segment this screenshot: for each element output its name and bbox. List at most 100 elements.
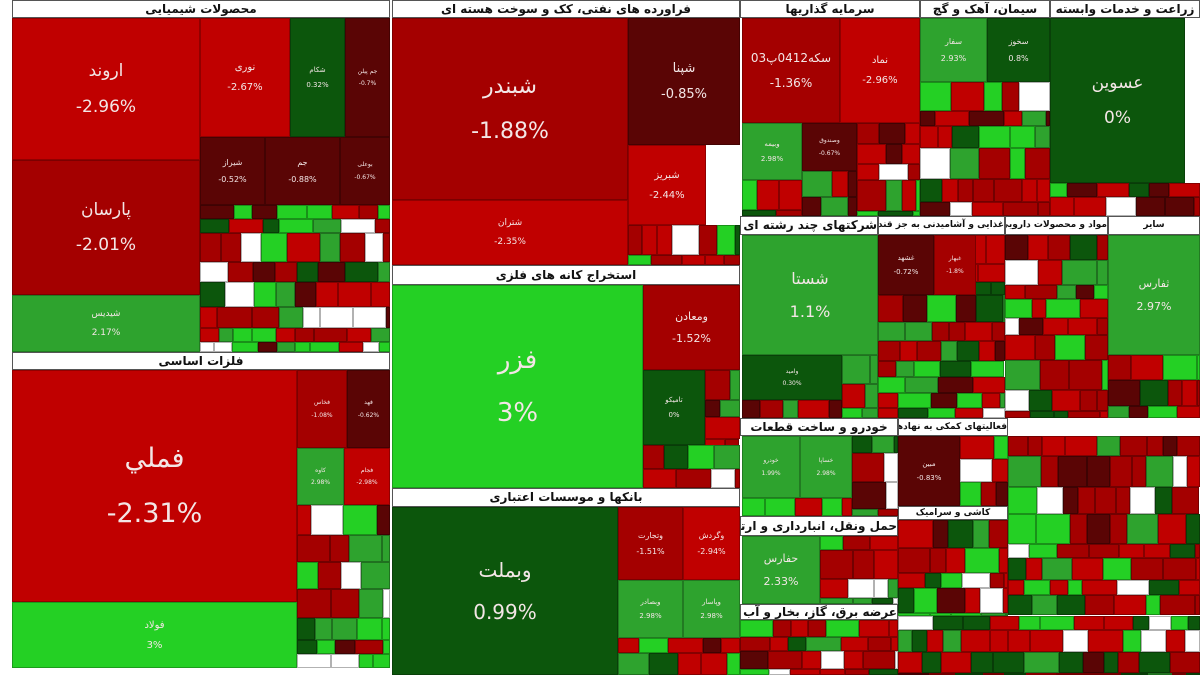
stock-tile-small[interactable] bbox=[826, 620, 859, 637]
stock-tile-small[interactable] bbox=[925, 573, 941, 588]
stock-tile-small[interactable] bbox=[848, 171, 857, 197]
stock-tile-small[interactable] bbox=[320, 307, 353, 328]
stock-tile-small[interactable] bbox=[937, 588, 965, 613]
stock-tile-small[interactable] bbox=[252, 328, 276, 342]
stock-tile-small[interactable] bbox=[1050, 580, 1068, 595]
stock-tile-small[interactable] bbox=[331, 589, 359, 618]
stock-tile-small[interactable] bbox=[1131, 558, 1163, 580]
stock-tile-small[interactable] bbox=[1085, 595, 1114, 615]
stock-tile-small[interactable] bbox=[361, 562, 390, 589]
stock-tile[interactable]: شستا 1.1% bbox=[742, 235, 878, 355]
stock-tile-small[interactable] bbox=[1029, 390, 1052, 411]
stock-tile-small[interactable] bbox=[902, 180, 916, 211]
stock-tile-small[interactable] bbox=[920, 82, 951, 111]
stock-tile-small[interactable] bbox=[848, 197, 857, 216]
stock-tile-small[interactable] bbox=[1173, 456, 1187, 487]
stock-tile-small[interactable] bbox=[277, 342, 295, 352]
stock-tile-small[interactable] bbox=[1008, 630, 1030, 652]
stock-tile-small[interactable] bbox=[1008, 487, 1037, 514]
stock-tile-small[interactable] bbox=[1074, 616, 1104, 630]
stock-tile-small[interactable] bbox=[770, 637, 788, 651]
stock-tile-small[interactable] bbox=[878, 361, 896, 377]
stock-tile-small[interactable] bbox=[383, 640, 390, 654]
stock-tile-small[interactable] bbox=[705, 400, 720, 417]
stock-tile[interactable]: وامید 0.30% bbox=[742, 355, 842, 400]
stock-tile-small[interactable] bbox=[920, 148, 950, 179]
stock-tile-small[interactable] bbox=[1042, 436, 1065, 456]
stock-tile[interactable]: وتجارت -1.51% bbox=[618, 507, 683, 580]
stock-tile-small[interactable] bbox=[996, 482, 1008, 506]
stock-tile-small[interactable] bbox=[307, 205, 332, 219]
stock-tile-small[interactable] bbox=[768, 651, 802, 669]
stock-tile-small[interactable] bbox=[1030, 411, 1054, 418]
stock-tile-small[interactable] bbox=[1046, 299, 1080, 318]
stock-tile-small[interactable] bbox=[1019, 616, 1040, 630]
stock-tile[interactable]: مبین -0.83% bbox=[898, 436, 960, 506]
stock-tile-small[interactable] bbox=[1121, 673, 1148, 675]
stock-tile-small[interactable] bbox=[1028, 235, 1048, 260]
stock-tile-small[interactable] bbox=[952, 126, 979, 148]
stock-tile-small[interactable] bbox=[982, 393, 1000, 408]
stock-tile-small[interactable] bbox=[1097, 235, 1108, 260]
stock-tile-small[interactable] bbox=[857, 211, 878, 216]
stock-tile-small[interactable] bbox=[1120, 436, 1147, 456]
stock-tile-small[interactable] bbox=[973, 179, 994, 202]
stock-tile-small[interactable] bbox=[740, 620, 773, 637]
stock-tile-small[interactable] bbox=[933, 616, 963, 630]
stock-tile-small[interactable] bbox=[1004, 111, 1022, 126]
stock-tile-small[interactable] bbox=[957, 341, 979, 361]
stock-tile-small[interactable] bbox=[853, 598, 872, 604]
stock-tile[interactable]: فولاد 3% bbox=[12, 602, 297, 668]
stock-tile-small[interactable] bbox=[639, 638, 668, 653]
stock-tile-small[interactable] bbox=[1158, 514, 1186, 544]
stock-tile[interactable]: خودرو 1.99% bbox=[742, 436, 800, 498]
stock-tile-small[interactable] bbox=[779, 180, 802, 210]
stock-tile-small[interactable] bbox=[1123, 630, 1141, 652]
stock-tile[interactable]: سفار 2.93% bbox=[920, 18, 987, 82]
stock-tile[interactable]: فجام -2.98% bbox=[344, 448, 390, 505]
stock-tile-small[interactable] bbox=[1063, 630, 1088, 652]
stock-tile-small[interactable] bbox=[217, 307, 252, 328]
stock-tile-small[interactable] bbox=[798, 400, 829, 418]
stock-tile-small[interactable] bbox=[1035, 126, 1050, 148]
stock-tile-small[interactable] bbox=[1069, 360, 1102, 390]
stock-tile-small[interactable] bbox=[1147, 436, 1163, 456]
stock-tile[interactable]: سخوز 0.8% bbox=[987, 18, 1050, 82]
stock-tile-small[interactable] bbox=[989, 520, 1008, 548]
stock-tile-small[interactable] bbox=[742, 180, 757, 210]
stock-tile-small[interactable] bbox=[1148, 406, 1177, 418]
stock-tile-small[interactable] bbox=[359, 205, 378, 219]
stock-tile-small[interactable] bbox=[1141, 630, 1166, 652]
stock-tile-small[interactable] bbox=[1087, 456, 1110, 487]
stock-tile-small[interactable] bbox=[1160, 595, 1195, 615]
stock-tile-small[interactable] bbox=[1074, 197, 1106, 216]
stock-tile-small[interactable] bbox=[1005, 335, 1035, 360]
stock-tile-small[interactable] bbox=[895, 651, 898, 669]
stock-tile-small[interactable] bbox=[896, 361, 914, 377]
stock-tile-small[interactable] bbox=[1131, 355, 1163, 380]
stock-tile-small[interactable] bbox=[942, 179, 958, 202]
stock-tile-small[interactable] bbox=[788, 637, 806, 651]
stock-tile-small[interactable] bbox=[1196, 558, 1200, 580]
stock-tile-small[interactable] bbox=[933, 520, 948, 548]
stock-tile-small[interactable] bbox=[276, 328, 295, 342]
stock-tile-small[interactable] bbox=[1024, 580, 1050, 595]
stock-tile-small[interactable] bbox=[735, 469, 740, 488]
stock-tile-small[interactable] bbox=[922, 652, 941, 673]
stock-tile-small[interactable] bbox=[1097, 318, 1108, 335]
stock-tile-small[interactable] bbox=[1087, 514, 1110, 544]
stock-tile-small[interactable] bbox=[1163, 436, 1177, 456]
stock-tile-small[interactable] bbox=[1006, 613, 1008, 616]
stock-tile-small[interactable] bbox=[1195, 595, 1200, 615]
stock-tile-small[interactable] bbox=[1046, 111, 1050, 126]
stock-tile[interactable]: نوری -2.67% bbox=[200, 18, 290, 137]
stock-tile-small[interactable] bbox=[1097, 183, 1129, 197]
stock-tile-small[interactable] bbox=[1097, 436, 1120, 456]
stock-tile-small[interactable] bbox=[1095, 487, 1116, 514]
stock-tile-small[interactable] bbox=[1005, 299, 1032, 318]
stock-tile-small[interactable] bbox=[842, 498, 852, 516]
stock-tile-small[interactable] bbox=[1148, 673, 1172, 675]
stock-tile-small[interactable] bbox=[1005, 235, 1028, 260]
stock-tile-small[interactable] bbox=[879, 164, 908, 180]
stock-tile-small[interactable] bbox=[957, 393, 982, 408]
